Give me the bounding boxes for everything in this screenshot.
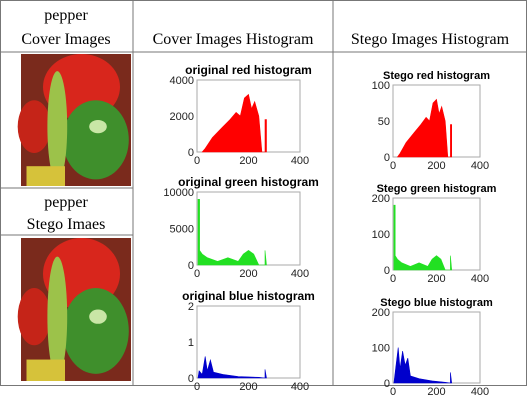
histogram-title: Stego blue histogram: [380, 297, 493, 309]
x-tick-label: 0: [390, 273, 396, 285]
y-tick-label: 5000: [170, 224, 194, 236]
y-tick-label: 100: [372, 80, 390, 92]
y-tick-label: 2000: [170, 111, 194, 123]
green-pepper: [47, 257, 67, 377]
highlight: [89, 120, 107, 133]
y-tick-label: 1: [188, 337, 194, 349]
y-tick-label: 100: [372, 229, 390, 241]
y-tick-label: 200: [372, 307, 390, 319]
y-tick-label: 10000: [163, 187, 194, 199]
header-text: Stego Images Histogram: [351, 31, 510, 48]
y-tick-label: 50: [378, 116, 390, 128]
yellow: [27, 166, 66, 186]
figure: pepper Cover Images Cover Images Histogr…: [0, 0, 527, 407]
x-tick-label: 200: [427, 386, 445, 398]
stego-image: [18, 238, 131, 381]
x-tick-label: 0: [194, 155, 200, 167]
header-text: Cover Images: [21, 31, 110, 48]
y-tick-label: 200: [372, 193, 390, 205]
x-tick-label: 200: [427, 273, 445, 285]
highlight: [89, 310, 107, 324]
x-tick-label: 400: [471, 273, 489, 285]
x-tick-label: 400: [291, 155, 309, 167]
x-tick-label: 400: [471, 160, 489, 172]
histogram-title: Stego green histogram: [377, 183, 497, 195]
x-tick-label: 400: [291, 268, 309, 280]
x-tick-label: 200: [239, 155, 257, 167]
x-tick-label: 400: [471, 386, 489, 398]
header-text: Cover Images Histogram: [153, 31, 314, 48]
x-tick-label: 0: [390, 160, 396, 172]
x-tick-label: 0: [194, 268, 200, 280]
green-pepper: [47, 71, 67, 182]
red-pepper: [18, 100, 51, 153]
red-pepper: [18, 288, 51, 345]
x-tick-label: 0: [390, 386, 396, 398]
header-text: pepper: [44, 7, 88, 24]
cover-image: [18, 54, 131, 186]
histogram-title: Stego red histogram: [383, 70, 490, 82]
y-tick-label: 2: [188, 301, 194, 313]
x-tick-label: 200: [239, 381, 257, 393]
x-tick-label: 400: [291, 381, 309, 393]
histogram-title: original red histogram: [185, 63, 312, 77]
histogram-title: original green histogram: [178, 175, 319, 189]
y-tick-label: 100: [372, 343, 390, 355]
row-label: Stego Imaes: [27, 216, 106, 233]
y-tick-label: 4000: [170, 75, 194, 87]
histogram-title: original blue histogram: [182, 289, 315, 303]
x-tick-label: 200: [427, 160, 445, 172]
x-tick-label: 0: [194, 381, 200, 393]
yellow: [27, 360, 66, 381]
green-pepper: [63, 100, 129, 179]
x-tick-label: 200: [239, 268, 257, 280]
green-pepper: [63, 288, 129, 374]
row-label: pepper: [44, 194, 88, 211]
